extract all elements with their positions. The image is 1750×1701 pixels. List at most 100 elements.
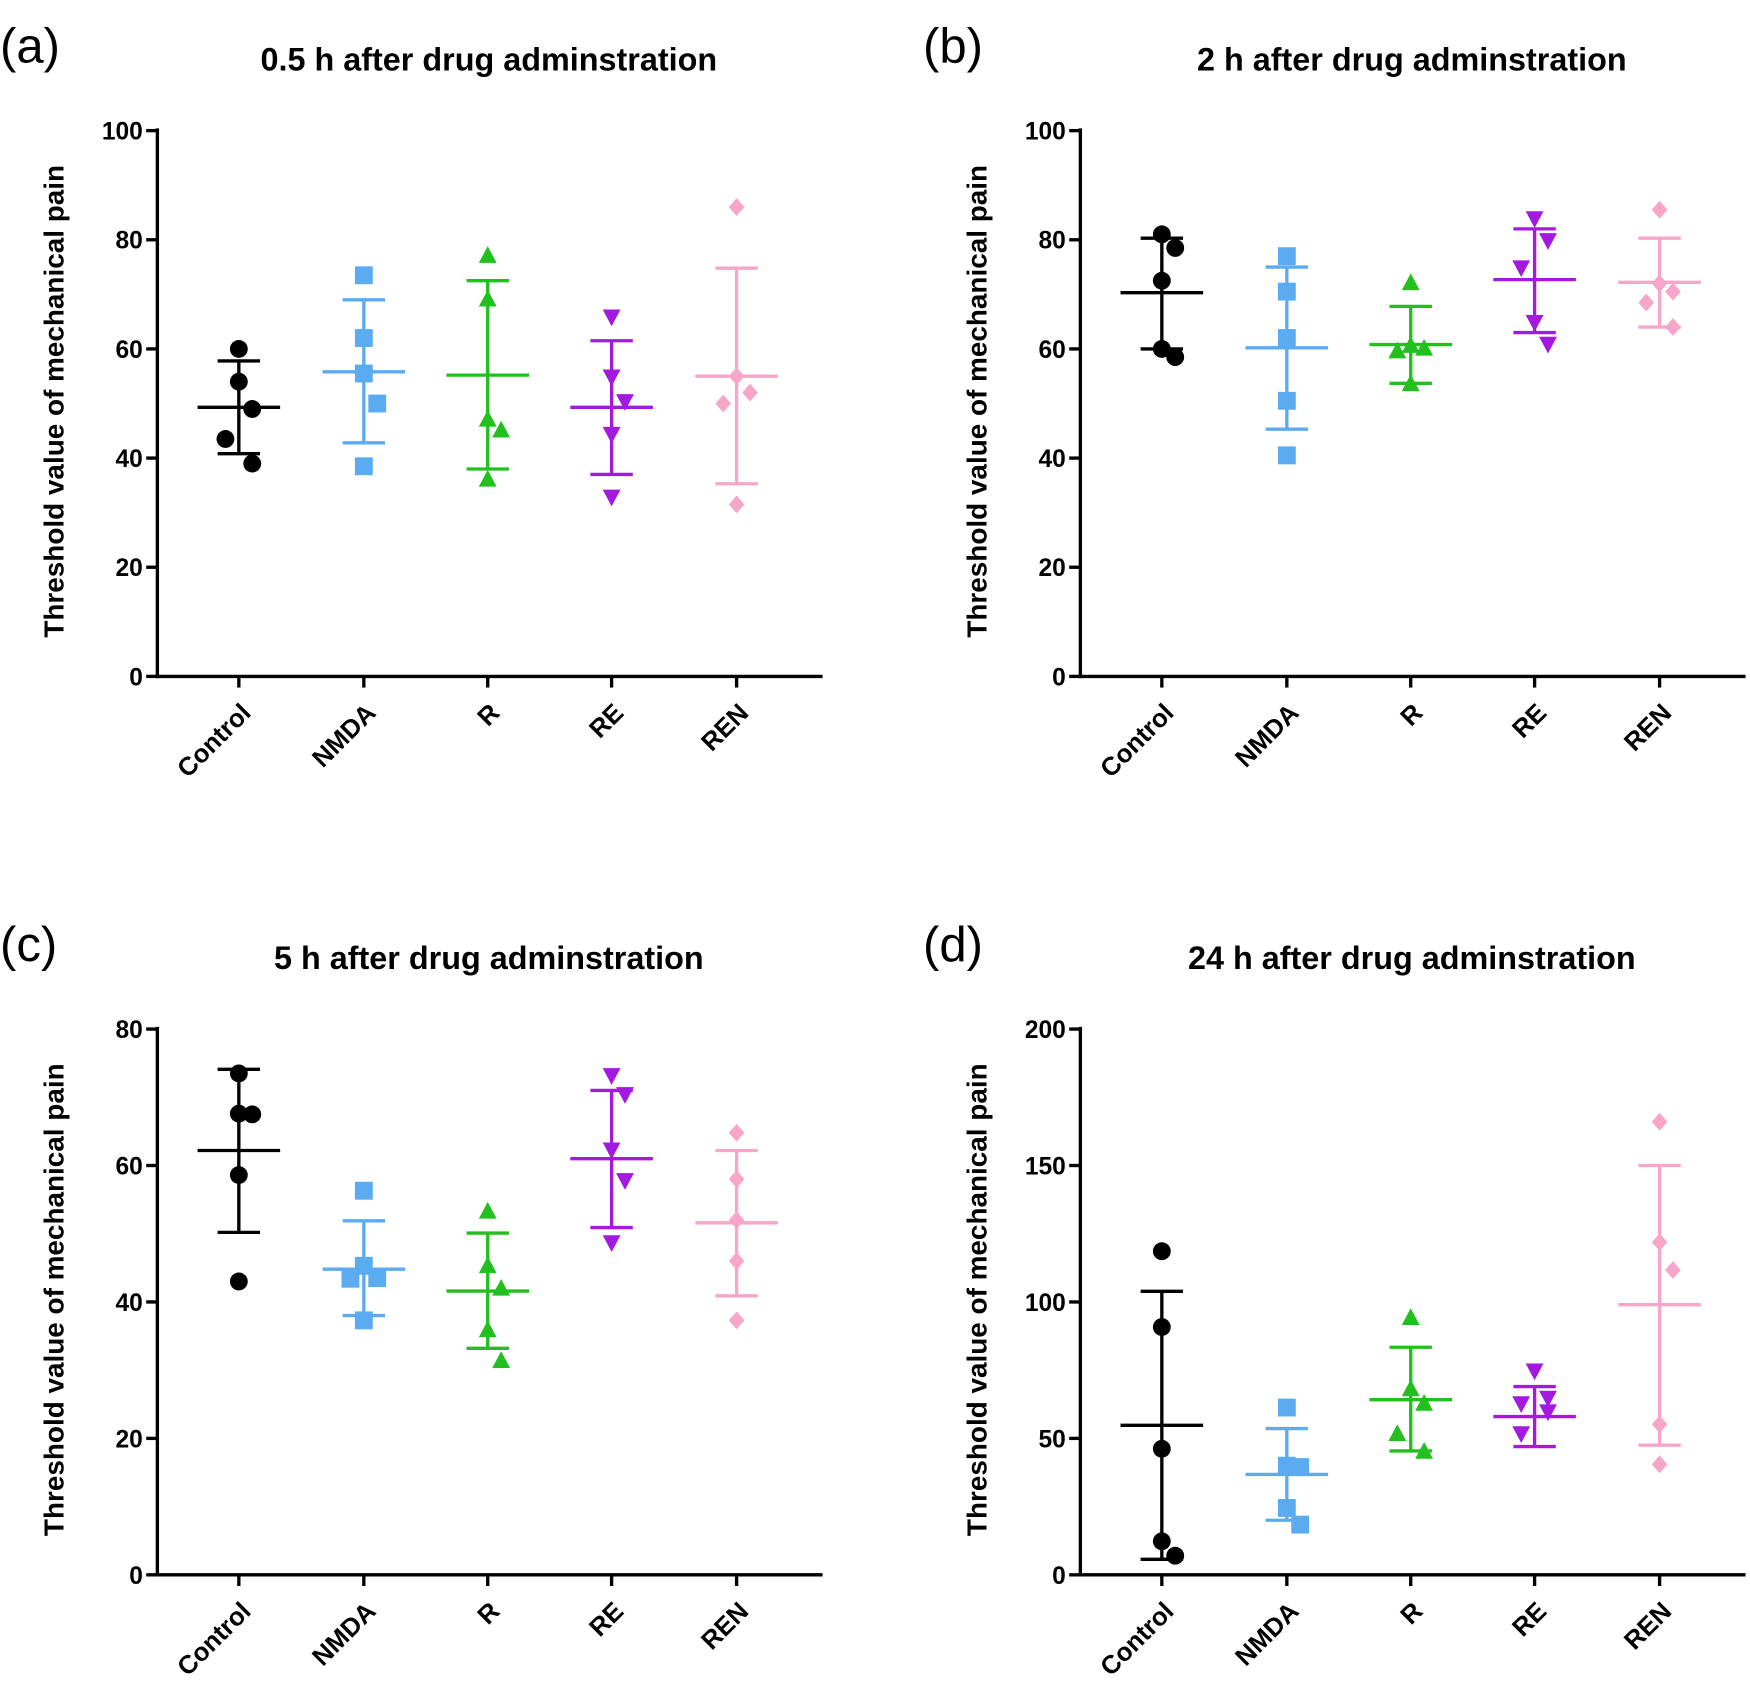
data-point-square bbox=[341, 1269, 360, 1288]
group-ren bbox=[695, 198, 778, 514]
y-tick-label: 0 bbox=[1052, 664, 1066, 691]
data-point-triangle-down bbox=[602, 1068, 621, 1085]
x-tick-label: NMDA bbox=[307, 699, 381, 773]
data-point-triangle-up bbox=[492, 1351, 511, 1368]
data-point-circle bbox=[1152, 1242, 1171, 1261]
data-point-triangle-up bbox=[1388, 341, 1407, 359]
data-point-diamond bbox=[1665, 282, 1681, 301]
data-point-triangle-down bbox=[1539, 336, 1557, 354]
data-point-square bbox=[1277, 446, 1296, 465]
y-tick-label: 20 bbox=[1039, 555, 1066, 582]
data-point-diamond bbox=[728, 1311, 745, 1330]
panel-label: (c) bbox=[0, 918, 57, 972]
data-point-square bbox=[354, 1311, 373, 1330]
data-point-triangle-down bbox=[1525, 211, 1544, 228]
group-re bbox=[570, 1068, 653, 1252]
data-point-triangle-up bbox=[1401, 1308, 1420, 1326]
data-point-diamond bbox=[1651, 1233, 1668, 1252]
y-tick-label: 150 bbox=[1025, 1153, 1066, 1180]
data-point-diamond bbox=[1651, 200, 1668, 219]
data-point-triangle-up bbox=[478, 1320, 497, 1338]
y-tick-label: 100 bbox=[1025, 119, 1066, 146]
panel-label: (b) bbox=[923, 20, 983, 74]
data-point-triangle-down bbox=[602, 489, 621, 507]
data-point-diamond bbox=[728, 1211, 745, 1230]
group-nmda bbox=[1245, 247, 1329, 465]
x-tick-label: R bbox=[472, 1597, 505, 1630]
data-point-triangle-down bbox=[1539, 1390, 1557, 1408]
data-point-circle bbox=[1166, 239, 1185, 257]
data-point-circle bbox=[1152, 340, 1171, 358]
data-point-diamond bbox=[715, 394, 732, 413]
data-point-circle bbox=[243, 400, 262, 418]
panel-label: (d) bbox=[923, 918, 983, 972]
data-point-square bbox=[1277, 1398, 1296, 1417]
data-point-triangle-up bbox=[478, 409, 497, 427]
group-nmda bbox=[1245, 1398, 1329, 1534]
y-tick-label: 100 bbox=[1025, 1290, 1066, 1317]
group-control bbox=[197, 340, 281, 473]
data-point-triangle-down bbox=[1512, 1396, 1531, 1413]
data-point-triangle-up bbox=[1401, 1379, 1420, 1397]
data-point-triangle-up bbox=[478, 1201, 497, 1219]
y-tick-label: 80 bbox=[1039, 228, 1066, 255]
group-ren bbox=[1618, 200, 1701, 337]
group-control bbox=[1120, 225, 1204, 367]
y-tick-label: 40 bbox=[116, 1290, 143, 1317]
group-nmda bbox=[322, 266, 406, 476]
data-point-diamond bbox=[1651, 1112, 1668, 1131]
group-ren bbox=[1618, 1112, 1701, 1474]
x-tick-label: RE bbox=[584, 699, 629, 744]
y-tick-label: 100 bbox=[102, 119, 143, 146]
x-tick-label: Control bbox=[1095, 699, 1179, 783]
data-point-diamond bbox=[728, 1252, 745, 1270]
data-point-square bbox=[1291, 1515, 1310, 1534]
y-tick-label: 80 bbox=[116, 228, 143, 255]
data-point-circle bbox=[229, 1166, 248, 1184]
y-axis-label: Threshold value of mechanical pain bbox=[39, 165, 70, 638]
data-point-circle bbox=[1152, 1532, 1171, 1551]
y-tick-label: 60 bbox=[116, 337, 143, 364]
data-point-square bbox=[1277, 247, 1296, 266]
data-point-circle bbox=[229, 1272, 248, 1291]
x-tick-label: R bbox=[1395, 699, 1428, 732]
data-point-square bbox=[368, 1269, 387, 1288]
chart-title: 2 h after drug adminstration bbox=[1197, 41, 1627, 77]
data-point-triangle-up bbox=[492, 420, 511, 438]
data-point-triangle-down bbox=[602, 1235, 621, 1252]
data-point-square bbox=[1277, 1456, 1296, 1475]
y-tick-label: 20 bbox=[116, 1426, 143, 1453]
x-tick-label: Control bbox=[1095, 1597, 1179, 1681]
x-tick-label: Control bbox=[172, 699, 256, 783]
data-point-circle bbox=[1152, 225, 1171, 244]
group-r bbox=[446, 246, 530, 487]
data-point-circle bbox=[229, 372, 248, 391]
y-tick-label: 20 bbox=[116, 555, 143, 582]
data-point-circle bbox=[216, 430, 235, 448]
x-tick-label: NMDA bbox=[1230, 699, 1304, 773]
x-tick-label: NMDA bbox=[1230, 1597, 1304, 1671]
data-point-square bbox=[1277, 391, 1296, 410]
data-point-diamond bbox=[1651, 274, 1668, 293]
x-tick-label: RE bbox=[1507, 1597, 1552, 1642]
x-tick-label: REN bbox=[696, 699, 754, 757]
y-tick-label: 200 bbox=[1025, 1017, 1066, 1044]
x-tick-label: RE bbox=[1507, 699, 1552, 744]
data-point-circle bbox=[1152, 1318, 1171, 1336]
data-point-triangle-down bbox=[1512, 1426, 1531, 1443]
chart-title: 5 h after drug adminstration bbox=[274, 940, 704, 976]
panel-label: (a) bbox=[0, 20, 60, 74]
data-point-triangle-up bbox=[1401, 273, 1420, 291]
group-re bbox=[1493, 211, 1576, 354]
data-point-square bbox=[1277, 329, 1296, 347]
data-point-circle bbox=[243, 1105, 262, 1124]
y-tick-label: 0 bbox=[1052, 1563, 1066, 1590]
group-re bbox=[570, 309, 653, 507]
data-point-square bbox=[354, 266, 373, 285]
group-r bbox=[1369, 1308, 1453, 1459]
data-point-triangle-down bbox=[616, 1087, 634, 1104]
chart-title: 24 h after drug adminstration bbox=[1188, 940, 1636, 976]
data-point-triangle-down bbox=[602, 309, 621, 327]
chart-title: 0.5 h after drug adminstration bbox=[260, 41, 717, 77]
x-tick-label: R bbox=[1395, 1597, 1428, 1630]
